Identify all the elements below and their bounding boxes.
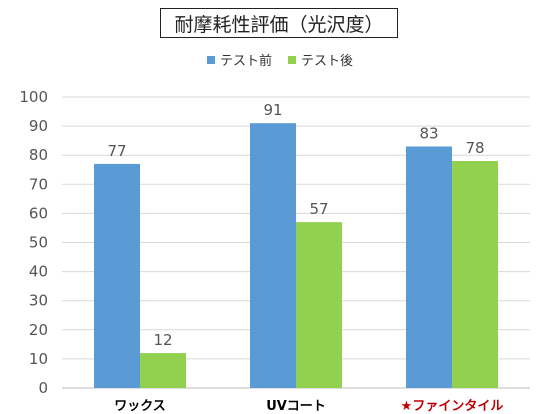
y-tick-label: 30 (29, 292, 48, 310)
y-tick-label: 40 (29, 263, 48, 281)
x-category-label: ワックス (114, 399, 166, 414)
legend: テスト前 テスト後 (0, 50, 560, 69)
y-tick-label: 90 (29, 117, 48, 135)
legend-item-after: テスト後 (288, 50, 353, 69)
bar-after (452, 161, 498, 388)
legend-label-before: テスト前 (219, 54, 272, 69)
bar-after (140, 353, 186, 388)
bar-after (296, 222, 342, 388)
y-tick-label: 0 (38, 379, 48, 397)
legend-swatch-before (206, 55, 215, 64)
legend-label-after: テスト後 (301, 54, 354, 69)
x-category-label: ★ファインタイル (401, 399, 504, 414)
y-tick-label: 50 (29, 234, 48, 252)
data-label: 77 (107, 142, 126, 160)
data-label: 12 (153, 331, 172, 349)
data-label: 91 (263, 101, 282, 119)
x-category-label: UVコート (266, 399, 326, 414)
data-label: 57 (309, 200, 328, 218)
y-tick-label: 80 (29, 146, 48, 164)
bar-before (250, 123, 296, 388)
y-tick-label: 60 (29, 204, 48, 222)
y-tick-label: 10 (29, 350, 48, 368)
bar-before (406, 146, 452, 388)
y-tick-label: 20 (29, 321, 48, 339)
legend-swatch-after (288, 55, 296, 64)
bar-before (94, 163, 140, 388)
y-tick-label: 70 (29, 175, 48, 193)
data-label: 78 (465, 139, 484, 157)
data-label: 83 (419, 124, 438, 142)
chart-title: 耐摩耗性評価（光沢度） (160, 8, 398, 38)
legend-item-before: テスト前 (206, 50, 272, 69)
y-tick-label: 100 (19, 88, 48, 106)
